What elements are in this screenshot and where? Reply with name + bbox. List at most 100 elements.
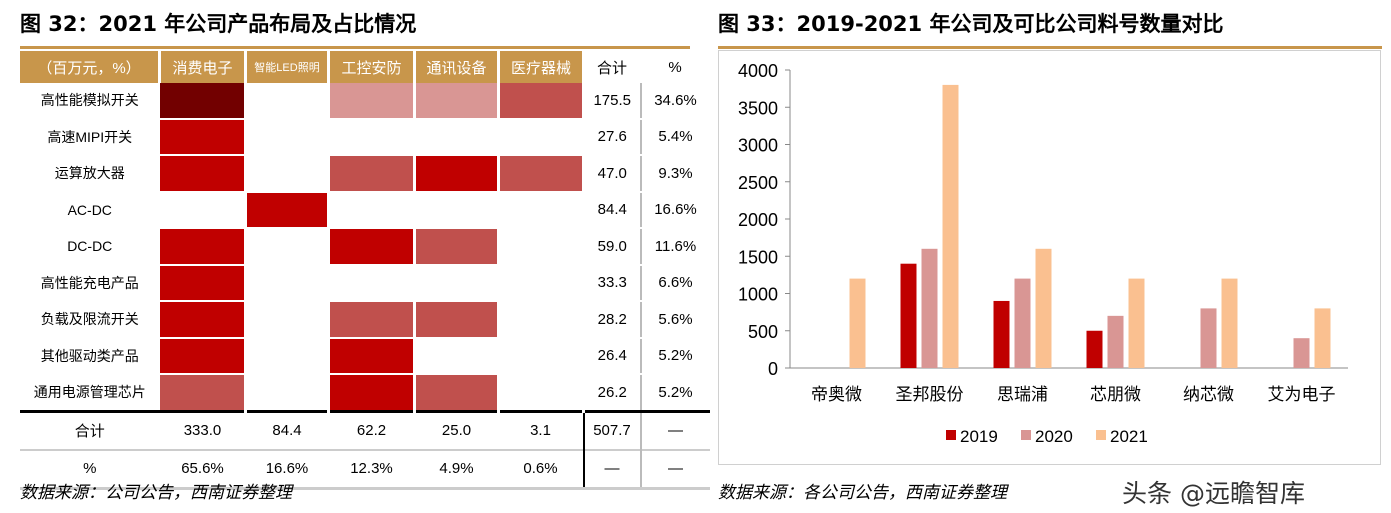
heat-cell-none <box>245 118 330 156</box>
row-total: 84.4 <box>582 191 641 229</box>
y-tick-label: 1500 <box>738 247 778 267</box>
column-header: 合计 <box>582 51 642 83</box>
sum-cell: 507.7 <box>582 409 641 450</box>
sum-row: 合计 333.0 84.4 62.2 25.0 3.1 507.7— <box>20 409 710 450</box>
sum-cell: 333.0 <box>159 409 246 450</box>
heat-cell-mid <box>328 155 416 193</box>
sum-cell: 62.2 <box>328 409 415 450</box>
heat-cell-mid <box>414 301 500 339</box>
heat-cell-none <box>498 191 585 229</box>
row-label: 运算放大器 <box>20 155 160 193</box>
column-header: 智能LED照明 <box>245 51 330 83</box>
sum-cell: 合计 <box>20 409 160 450</box>
heat-cell-mid <box>498 83 585 120</box>
heat-cell-red <box>245 191 330 229</box>
y-tick-label: 500 <box>748 322 778 342</box>
bar-2021 <box>1221 278 1238 368</box>
heat-cell-none <box>245 83 330 120</box>
chart-border <box>718 50 1381 465</box>
legend-label: 2019 <box>960 427 998 446</box>
legend-label: 2020 <box>1035 427 1073 446</box>
row-total: 26.4 <box>582 337 641 375</box>
sum-cell: 84.4 <box>245 409 329 450</box>
sum-cell: 3.1 <box>498 409 584 450</box>
heat-cell-none <box>498 337 585 375</box>
heat-cell-none <box>245 337 330 375</box>
bar-2019 <box>900 263 917 368</box>
column-header: 医疗器械 <box>498 51 585 83</box>
heat-cell-none <box>245 228 330 266</box>
heat-cell-red <box>414 155 500 193</box>
legend-swatch-2020 <box>1021 430 1031 440</box>
bar-2021 <box>849 278 866 368</box>
left-source: 数据来源：公司公告，西南证券整理 <box>20 483 292 503</box>
column-header: 通讯设备 <box>414 51 500 83</box>
bar-2020 <box>1200 308 1217 368</box>
bar-2021 <box>1314 308 1331 368</box>
legend-swatch-2021 <box>1096 430 1106 440</box>
product-layout-table: （百万元，%） 消费电子 智能LED照明 工控安防 通讯设备 医疗器械 合计% 高性能模拟开… <box>20 51 711 490</box>
pct-cell: 4.9% <box>414 448 499 490</box>
heat-cell-light <box>414 83 500 120</box>
row-percent: 16.6% <box>639 191 710 229</box>
bar-2020 <box>1293 338 1310 368</box>
row-label: DC-DC <box>20 228 160 266</box>
heat-cell-none <box>498 264 585 302</box>
column-header: 工控安防 <box>328 51 416 83</box>
row-total: 175.5 <box>582 83 641 120</box>
heat-cell-none <box>414 337 500 375</box>
table-row: 其他驱动类产品 26.4 5.2% <box>20 337 710 375</box>
heat-cell-red <box>159 337 247 375</box>
pct-cell: 16.6% <box>245 448 329 490</box>
row-total: 47.0 <box>582 155 641 193</box>
row-total: 59.0 <box>582 228 641 266</box>
pct-cell: 0.6% <box>498 448 584 490</box>
x-tick-label: 思瑞浦 <box>997 385 1048 405</box>
y-tick-label: 4000 <box>738 61 778 81</box>
heat-cell-mid <box>159 374 247 412</box>
table-row: AC-DC 84.4 16.6% <box>20 191 710 229</box>
heat-cell-red <box>328 337 416 375</box>
row-label: 通用电源管理芯片 <box>20 374 160 412</box>
heat-cell-none <box>245 301 330 339</box>
table-row: 运算放大器 47.0 9.3% <box>20 155 710 193</box>
row-percent: 5.6% <box>639 301 710 339</box>
heat-cell-red <box>159 155 247 193</box>
right-title: 图 33：2019-2021 年公司及可比公司料号数量对比 <box>718 12 1224 36</box>
heat-cell-mid <box>498 155 585 193</box>
bar-2021 <box>1035 248 1052 368</box>
row-total: 33.3 <box>582 264 641 302</box>
bar-2020 <box>1014 278 1031 368</box>
heat-cell-none <box>245 264 330 302</box>
heat-cell-none <box>328 118 416 156</box>
pct-cell: — <box>639 448 710 490</box>
row-percent: 6.6% <box>639 264 710 302</box>
heat-cell-none <box>245 155 330 193</box>
heat-cell-red <box>159 228 247 266</box>
heat-cell-red <box>159 118 247 156</box>
heat-cell-mid <box>328 301 416 339</box>
row-total: 26.2 <box>582 374 641 412</box>
y-tick-label: 2500 <box>738 173 778 193</box>
heat-cell-none <box>414 264 500 302</box>
title-rule <box>20 46 690 49</box>
row-label: AC-DC <box>20 191 160 229</box>
row-percent: 5.4% <box>639 118 710 156</box>
title-rule <box>718 46 1382 49</box>
legend-swatch-2019 <box>946 430 956 440</box>
heat-cell-none <box>159 191 247 229</box>
heat-cell-none <box>328 191 416 229</box>
row-percent: 11.6% <box>639 228 710 266</box>
pct-cell: — <box>582 448 641 490</box>
row-label: 高速MIPI开关 <box>20 118 160 156</box>
bar-2021 <box>942 84 959 369</box>
table-row: 高速MIPI开关 27.6 5.4% <box>20 118 710 156</box>
x-tick-label: 帝奥微 <box>811 385 862 405</box>
sum-cell: — <box>639 409 710 450</box>
row-total: 28.2 <box>582 301 641 339</box>
bar-2021 <box>1128 278 1145 368</box>
bar-2020 <box>1107 315 1124 368</box>
pct-cell: % <box>20 448 160 490</box>
heat-cell-none <box>328 264 416 302</box>
x-tick-label: 芯朋微 <box>1090 385 1141 405</box>
